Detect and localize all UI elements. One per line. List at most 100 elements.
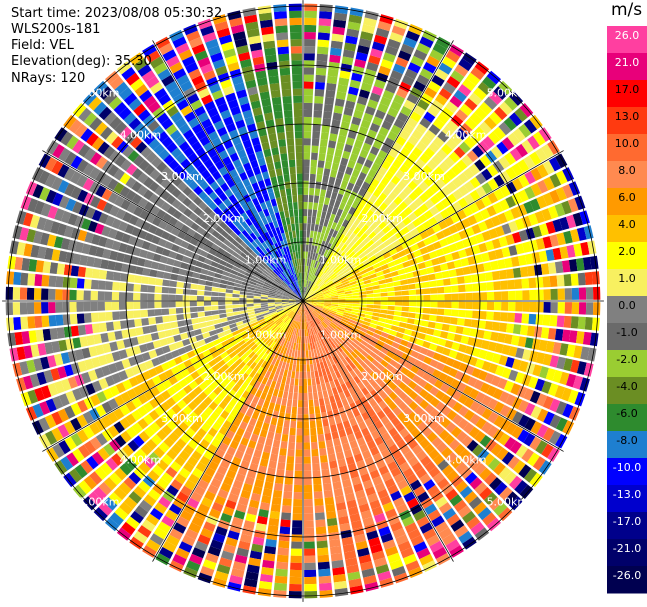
range-gate [314, 253, 319, 261]
range-gate [517, 254, 527, 266]
range-gate [304, 39, 316, 47]
range-gate [84, 324, 94, 335]
range-gate [561, 329, 571, 342]
range-gate [312, 238, 316, 246]
range-gate [126, 283, 134, 292]
range-gate [310, 223, 315, 232]
range-gate [345, 166, 354, 176]
range-gate [388, 211, 398, 221]
range-gate [325, 212, 332, 221]
range-gate [374, 329, 383, 336]
range-gate [366, 354, 375, 363]
range-gate [348, 263, 357, 270]
range-gate [278, 182, 285, 191]
range-gate [473, 211, 484, 223]
range-gate [364, 333, 373, 340]
range-gate [529, 151, 542, 166]
range-gate [314, 405, 321, 414]
range-gate [284, 477, 293, 485]
range-gate [337, 84, 348, 94]
range-gate [458, 229, 468, 240]
range-gate [410, 228, 420, 237]
range-gate [135, 266, 144, 275]
range-gate [338, 301, 346, 304]
range-gate [496, 447, 509, 461]
range-gate [364, 158, 374, 169]
range-gate [479, 487, 493, 501]
range-gate [388, 381, 398, 391]
range-gate [276, 561, 289, 570]
range-gate [455, 109, 469, 122]
range-gate [304, 24, 317, 33]
range-gate [446, 76, 461, 89]
range-gate [592, 302, 601, 316]
range-gate [275, 197, 282, 206]
range-gate [338, 225, 346, 234]
range-gate [318, 196, 325, 204]
range-gate [352, 269, 360, 276]
range-gate [6, 271, 15, 285]
range-gate [318, 282, 325, 288]
range-gate [443, 286, 452, 293]
range-gate [307, 371, 311, 379]
range-gate [436, 286, 445, 294]
range-gate [331, 297, 339, 300]
range-gate [356, 262, 365, 269]
range-gate [324, 496, 335, 506]
range-gate [308, 291, 314, 297]
range-gate [272, 103, 283, 113]
range-gate [445, 168, 457, 181]
range-gate [499, 170, 511, 184]
range-gate [352, 326, 360, 333]
range-gate [266, 408, 274, 418]
range-gate [325, 278, 332, 285]
range-gate [404, 266, 413, 274]
range-gate [319, 323, 326, 330]
range-gate [364, 433, 374, 444]
range-gate [306, 280, 310, 288]
range-gate [564, 302, 573, 314]
range-gate [413, 509, 426, 522]
range-gate [529, 301, 537, 313]
range-gate [441, 446, 453, 459]
range-gate [341, 265, 349, 272]
range-gate [393, 206, 403, 216]
range-gate [314, 505, 325, 514]
range-gate [135, 327, 144, 336]
range-gate [358, 310, 366, 314]
range-gate [490, 443, 503, 457]
range-gate [432, 136, 445, 148]
range-gate [403, 99, 416, 111]
range-gate [363, 347, 372, 355]
range-gate [140, 284, 149, 293]
range-gate [314, 498, 324, 506]
range-gate [385, 363, 395, 372]
range-gate [274, 432, 282, 441]
range-gate [526, 325, 536, 337]
range-gate [387, 334, 396, 341]
range-gate [329, 198, 336, 207]
range-gate [218, 309, 227, 314]
range-gate [398, 190, 408, 201]
range-gate [481, 395, 492, 407]
range-gate [281, 512, 291, 521]
range-gate [419, 438, 431, 450]
range-gate [357, 372, 366, 381]
range-gate [260, 296, 268, 299]
range-gate [484, 372, 495, 384]
range-gate [350, 314, 358, 319]
range-gate [303, 102, 313, 111]
range-gate [13, 317, 22, 331]
range-gate [342, 283, 351, 288]
range-gate [363, 17, 377, 28]
range-gate [518, 229, 529, 242]
range-gate [315, 325, 321, 333]
range-gate [517, 159, 530, 173]
range-gate [512, 267, 522, 278]
range-gate [466, 72, 481, 86]
range-gate [402, 260, 411, 268]
range-gate [344, 307, 352, 312]
range-gate [439, 263, 449, 271]
range-gate [338, 360, 346, 369]
range-gate [305, 244, 309, 252]
